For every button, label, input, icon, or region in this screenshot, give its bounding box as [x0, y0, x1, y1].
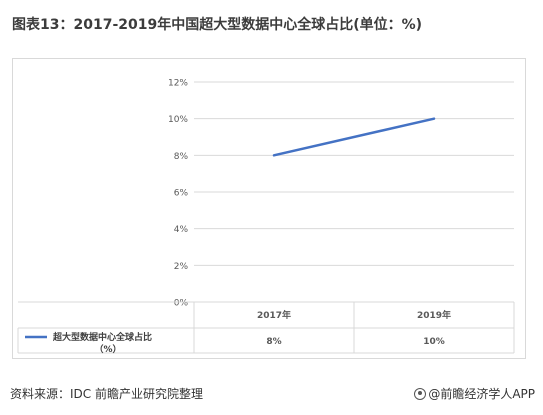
y-tick-label: 6% [174, 189, 189, 199]
footer: 资料来源：IDC 前瞻产业研究院整理 @前瞻经济学人APP [10, 385, 535, 403]
y-tick-label: 2% [174, 262, 189, 272]
brand-logo-icon [414, 388, 427, 400]
data-value-label: 8% [266, 337, 281, 347]
y-tick-label: 10% [168, 115, 188, 125]
brand-label: @前瞻经济学人APP [428, 387, 535, 401]
chart-area: 0% 2% 4% 6% 8% 10% 12% 2017年 2019年超大型数据中心全球占比 （%）… [12, 58, 526, 359]
y-tick-label: 4% [174, 225, 189, 235]
source-note: 资料来源：IDC 前瞻产业研究院整理 [10, 387, 203, 401]
line-chart: 0% 2% 4% 6% 8% 10% 12% 2017年 2019年超大型数据中心全球占比（%）… [17, 79, 515, 355]
y-tick-label: 0% [174, 299, 189, 309]
brand-credit: @前瞻经济学人APP [414, 385, 535, 402]
y-tick-label: 8% [174, 152, 189, 162]
chart-title: 图表13：2017-2019年中国超大型数据中心全球占比(单位：%) [12, 17, 423, 33]
data-value-label: 10% [423, 337, 445, 347]
y-tick-label: 12% [168, 79, 188, 89]
x-category-label: 2017年 [257, 309, 291, 321]
x-category-label: 2019年 [417, 309, 451, 321]
legend-series-unit: （%） [94, 344, 121, 355]
legend-series-name: 超大型数据中心全球占比 [52, 331, 152, 343]
series-line [272, 117, 436, 157]
